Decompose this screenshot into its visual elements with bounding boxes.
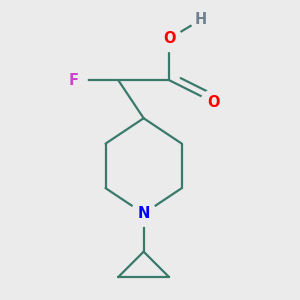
Text: O: O: [207, 95, 220, 110]
Circle shape: [201, 90, 226, 115]
Circle shape: [156, 26, 182, 52]
Text: H: H: [195, 12, 207, 27]
Text: O: O: [163, 31, 175, 46]
Text: N: N: [137, 206, 150, 221]
Circle shape: [60, 67, 87, 94]
Circle shape: [191, 10, 211, 30]
Circle shape: [131, 201, 156, 226]
Text: F: F: [69, 73, 79, 88]
